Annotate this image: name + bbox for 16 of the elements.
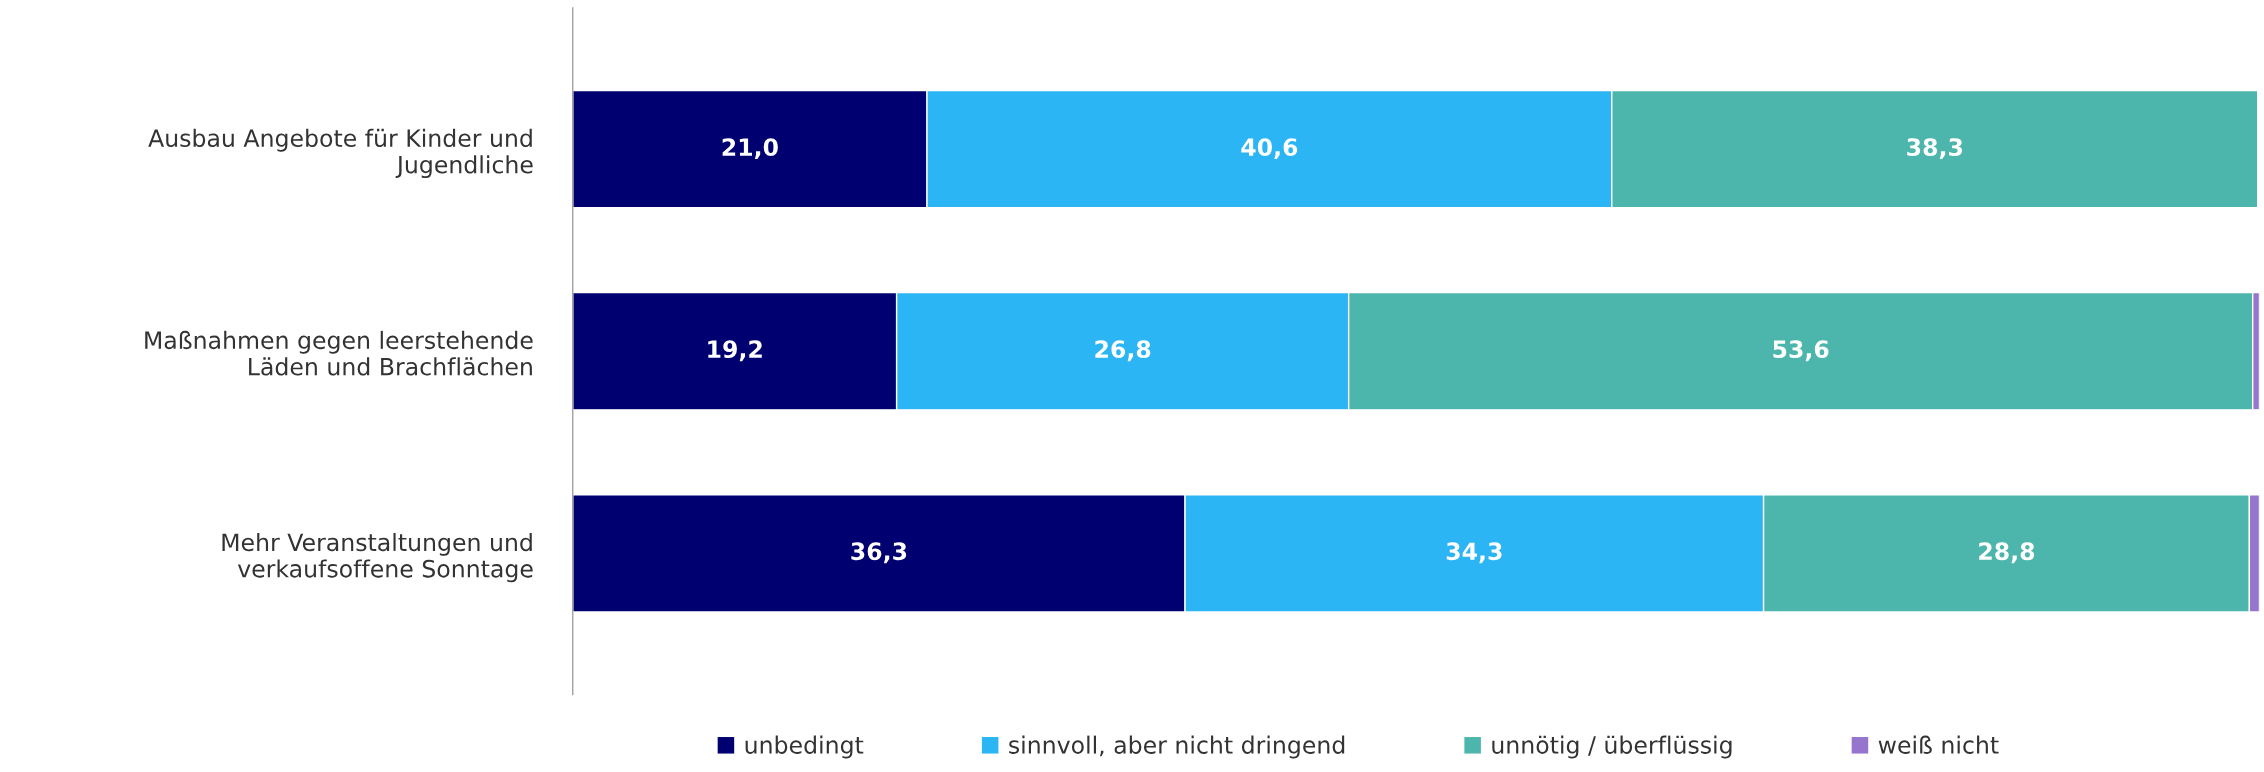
legend-label: weiß nicht <box>1878 735 1999 754</box>
data-label: 34,3 <box>1446 542 1502 564</box>
data-label: 38,3 <box>1907 138 1963 160</box>
legend-label: sinnvoll, aber nicht dringend <box>1009 735 1345 759</box>
legend-label: unnötig / überflüssig <box>1492 735 1732 759</box>
data-label: 36,3 <box>851 542 907 564</box>
y-tick-label: Maßnahmen gegen leerstehende Läden und Brachflächen <box>145 330 533 376</box>
data-label: 21,0 <box>722 138 778 160</box>
data-label: 19,2 <box>708 340 762 362</box>
data-label: 40,6 <box>1241 138 1298 160</box>
y-tick-label: Ausbau Angebote für Kinder und Jugendliche <box>148 128 533 179</box>
legend-label: unbedingt <box>745 735 864 759</box>
data-label: 26,8 <box>1095 340 1151 362</box>
data-label: 53,6 <box>1773 340 1829 362</box>
data-label: 28,8 <box>1979 542 2035 564</box>
y-tick-label: Mehr Veranstaltungen und verkaufsoffene Sonntage <box>222 532 533 583</box>
